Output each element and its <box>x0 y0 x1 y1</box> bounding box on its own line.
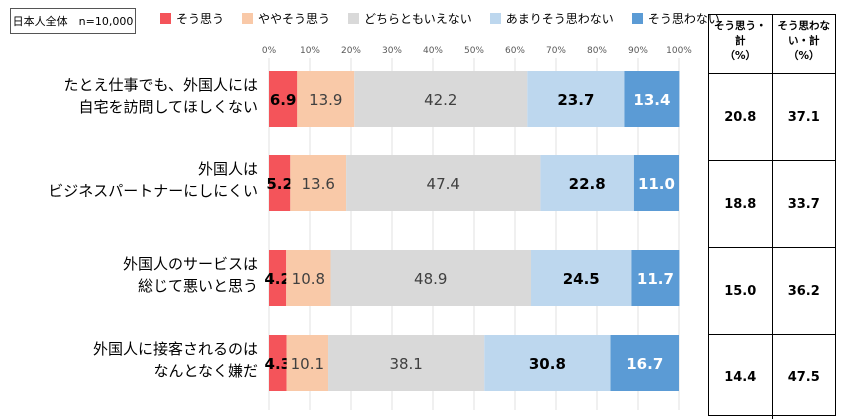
agree-total-cell: 18.8 <box>709 161 773 247</box>
data-label: 23.7 <box>557 91 594 109</box>
stacked-bar-chart: 0% 10% 20% 30% 40% 50% 60% 70% 80% 90% 100% たとえ仕事でも… <box>48 46 692 410</box>
data-label: 11.7 <box>637 270 674 288</box>
bar-segment <box>346 155 541 211</box>
category-label: たとえ仕事でも、外国人には <box>63 76 258 94</box>
bar-segment <box>633 155 679 211</box>
data-label: 13.9 <box>309 91 342 109</box>
disagree-total-cell: 47.5 <box>787 369 820 385</box>
legend-swatch <box>489 12 501 24</box>
legend-item: ややそう思う <box>242 8 330 28</box>
bar-segment <box>269 155 291 211</box>
legend-swatch <box>631 12 643 24</box>
x-tick-label: 30% <box>382 46 402 56</box>
data-label: 10.1 <box>291 355 324 373</box>
x-tick-label: 20% <box>341 46 361 56</box>
legend-item: あまりそう思わない <box>489 8 614 28</box>
bar-segment <box>269 335 287 391</box>
summary-row: 18.8 33.7 <box>709 161 835 248</box>
data-label: 4.3 <box>265 355 292 373</box>
legend-swatch <box>242 12 254 24</box>
legend-label: あまりそう思わない <box>505 11 614 26</box>
legend-item: そう思う <box>160 8 224 28</box>
x-tick-label: 60% <box>505 46 525 56</box>
agree-total-cell: 14.4 <box>709 335 773 419</box>
x-tick-label: 90% <box>628 46 648 56</box>
x-tick-label: 10% <box>300 46 320 56</box>
bar-segment <box>530 250 632 306</box>
x-tick-label: 70% <box>546 46 566 56</box>
category-label: なんとなく嫌だ <box>153 362 258 380</box>
summary-row: 14.4 47.5 <box>709 335 835 419</box>
data-label: 30.8 <box>529 355 566 373</box>
bar-segment <box>354 71 528 127</box>
summary-row: 20.8 37.1 <box>709 74 835 161</box>
bar-segment <box>269 71 298 127</box>
category-label: 総じて悪いと思う <box>138 277 258 295</box>
data-label: 13.4 <box>633 91 670 109</box>
agree-total-cell: 15.0 <box>709 248 773 334</box>
legend-item: そう思わない <box>631 8 720 28</box>
agree-total-cell: 20.8 <box>709 74 773 160</box>
x-tick-label: 100% <box>666 46 692 56</box>
bar-segment <box>297 71 355 127</box>
x-tick-label: 80% <box>587 46 607 56</box>
category-label: 外国人に接客されるのは <box>93 340 258 358</box>
data-label: 10.8 <box>292 270 325 288</box>
bar-segment <box>624 71 680 127</box>
bar-segment <box>527 71 625 127</box>
legend-item: どちらともいえない <box>348 8 472 28</box>
summary-row: 15.0 36.2 <box>709 248 835 335</box>
summary-table-header: そう思う・計 （%） そう思わな い・計 （%） <box>709 15 835 74</box>
data-label: 24.5 <box>563 270 600 288</box>
data-label: 11.0 <box>638 175 675 193</box>
bar-segment <box>330 250 531 306</box>
legend-swatch <box>160 12 171 24</box>
bar-segment <box>286 250 331 306</box>
disagree-total-cell: 36.2 <box>787 283 820 299</box>
bar-segment <box>290 155 347 211</box>
bar-segment <box>484 335 611 391</box>
data-label: 16.7 <box>626 355 663 373</box>
legend-label: どちらともいえない <box>364 11 472 26</box>
header-disagree-total: そう思わな い・計 （%） <box>777 20 831 62</box>
category-label: ビジネスパートナーにしにくい <box>48 182 258 200</box>
category-label: 外国人は <box>198 160 258 178</box>
data-label: 22.8 <box>569 175 606 193</box>
data-label: 5.2 <box>266 175 293 193</box>
data-label: 4.2 <box>264 270 291 288</box>
chart-legend: そう思う ややそう思う どちらともいえない あまりそう思わない そう思わない <box>160 8 738 28</box>
x-tick-label: 50% <box>464 46 484 56</box>
legend-label: そう思う <box>176 11 225 26</box>
category-label: 外国人のサービスは <box>123 255 258 273</box>
data-label: 38.1 <box>389 355 422 373</box>
data-label: 6.9 <box>270 91 297 109</box>
disagree-total-cell: 33.7 <box>787 196 820 212</box>
x-tick-label: 40% <box>423 46 443 56</box>
bar-segment <box>540 155 634 211</box>
bar-segment <box>286 335 329 391</box>
legend-label: ややそう思う <box>258 11 331 26</box>
bar-segment <box>269 250 287 306</box>
header-agree-total: そう思う・計 （%） <box>709 15 773 73</box>
legend-swatch <box>348 12 360 24</box>
legend-label: そう思わない <box>647 11 720 26</box>
disagree-total-cell: 37.1 <box>787 109 820 125</box>
summary-table: そう思う・計 （%） そう思わな い・計 （%） 20.8 37.1 18.8 … <box>708 14 836 419</box>
data-label: 48.9 <box>414 270 447 288</box>
category-label: 自宅を訪問してほしくない <box>78 98 258 116</box>
data-label: 47.4 <box>427 175 460 193</box>
bar-segment <box>328 335 485 391</box>
data-label: 13.6 <box>301 175 334 193</box>
data-label: 42.2 <box>424 91 457 109</box>
bar-segment <box>631 250 680 306</box>
x-tick-label: 0% <box>262 46 277 56</box>
sample-size-label: 日本人全体 n=10,000 <box>10 8 136 34</box>
bar-segment <box>610 335 679 391</box>
